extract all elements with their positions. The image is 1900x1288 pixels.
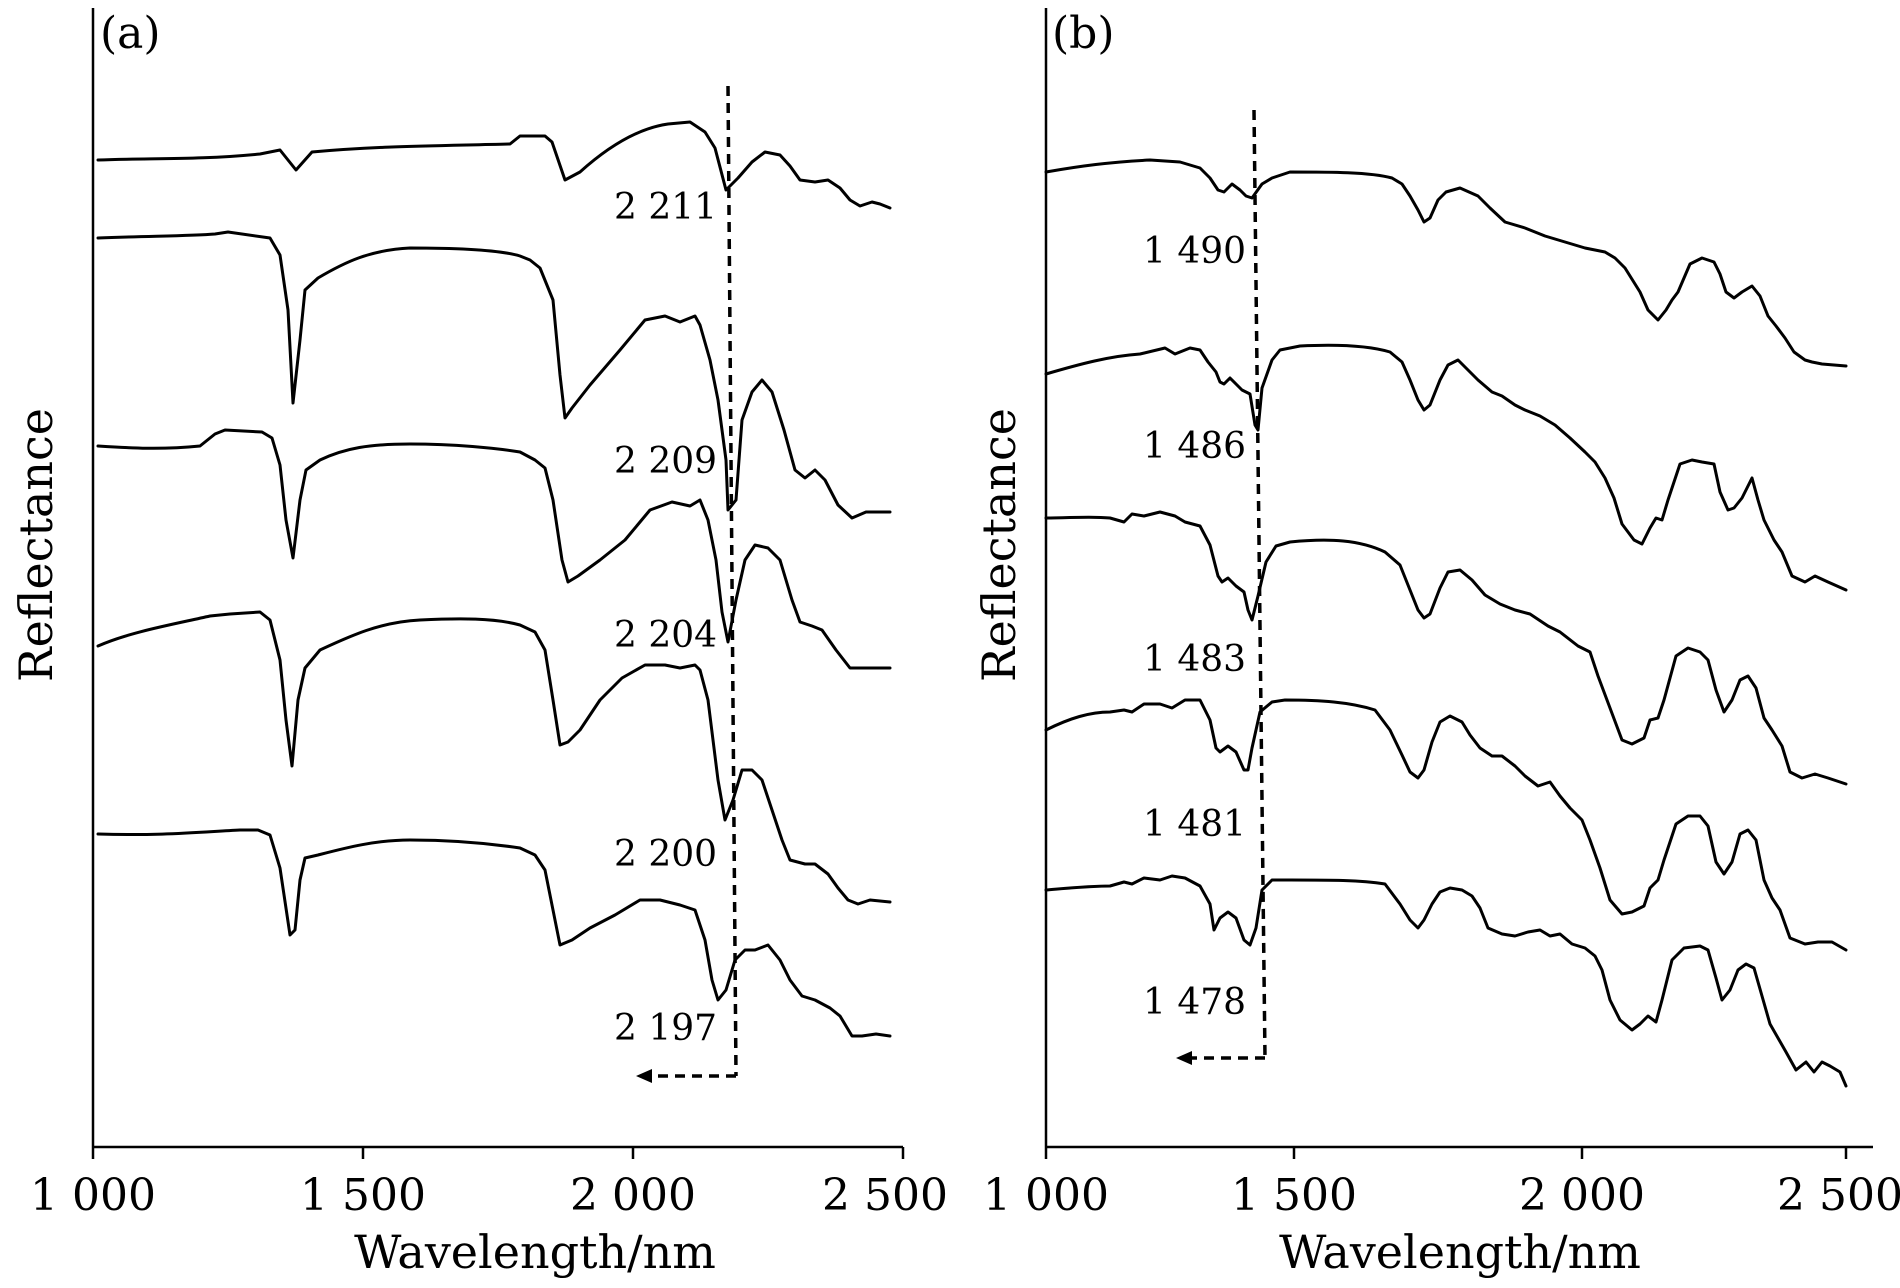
panel-b-annotations: 1 490 1 486 1 483 1 481 1 478 (1143, 231, 1246, 1023)
panel-b-annotation-5: 1 478 (1143, 982, 1246, 1023)
panel-b-spectrum-3 (1044, 510, 1848, 786)
panel-a-annotation-2: 2 209 (614, 441, 717, 482)
panel-a-reference-line (636, 85, 738, 1083)
panel-b-annotation-2: 1 486 (1143, 426, 1246, 467)
panel-b-spectrum-1 (1044, 158, 1848, 368)
panel-a-annotation-1: 2 211 (614, 187, 717, 228)
panel-a-tick-label-2000: 2 000 (570, 1170, 696, 1221)
panel-b-tick-label-1000: 1 000 (983, 1170, 1109, 1221)
panel-a-series (96, 120, 892, 1038)
panel-b-tick-label-2000: 2 000 (1519, 1170, 1645, 1221)
panel-b-annotation-1: 1 490 (1143, 231, 1246, 272)
panel-a-axes (91, 8, 905, 1159)
panel-b-spectrum-4 (1044, 698, 1848, 952)
panel-b-label: (b) (1052, 8, 1115, 59)
panel-a-x-axis-title: Wavelength/nm (354, 1225, 716, 1279)
panel-a-annotation-5: 2 197 (614, 1008, 717, 1049)
panel-a-y-axis-title: Reflectance (9, 408, 63, 682)
panel-a-spectrum-5 (96, 828, 892, 1038)
panel-b-annotation-4: 1 481 (1143, 804, 1246, 845)
panel-a-annotations: 2 211 2 209 2 204 2 200 2 197 (614, 187, 717, 1049)
panel-a-spectrum-2 (96, 230, 892, 520)
panel-a-annotation-4: 2 200 (614, 834, 717, 875)
panel-a-dashed-vertical-line (726, 85, 738, 1077)
panel-b-arrowhead (1176, 1051, 1192, 1065)
panel-b-annotation-3: 1 483 (1143, 639, 1246, 680)
panel-b-reference-line (1176, 109, 1267, 1065)
panel-a-tick-label-1500: 1 500 (300, 1170, 426, 1221)
panel-a-arrowhead (636, 1069, 652, 1083)
panel-a-spectrum-4 (96, 610, 892, 906)
panel-a-annotation-3: 2 204 (614, 615, 717, 656)
panel-b-tick-label-1500: 1 500 (1231, 1170, 1357, 1221)
panel-a-tick-label-1000: 1 000 (30, 1170, 156, 1221)
panel-b-spectrum-5 (1044, 874, 1848, 1088)
panel-a-spectrum-1 (96, 120, 892, 210)
panel-b-axes (1044, 8, 1873, 1159)
panel-b-y-axis-title: Reflectance (972, 408, 1026, 682)
panel-a: (a) 1 000 1 500 2 000 2 500 Wavelength/n… (9, 8, 948, 1279)
panel-a-label: (a) (100, 8, 161, 59)
panel-b-tick-label-2500: 2 500 (1777, 1170, 1900, 1221)
panel-a-tick-label-2500: 2 500 (822, 1170, 948, 1221)
panel-b-x-axis-title: Wavelength/nm (1279, 1225, 1641, 1279)
panel-b: (b) 1 000 1 500 2 000 2 500 Wavelength/n… (972, 8, 1900, 1279)
panel-a-spectrum-3 (96, 428, 892, 670)
panel-b-spectrum-2 (1044, 343, 1848, 592)
panel-b-series (1044, 158, 1848, 1088)
panel-b-dashed-vertical-line (1252, 109, 1267, 1059)
